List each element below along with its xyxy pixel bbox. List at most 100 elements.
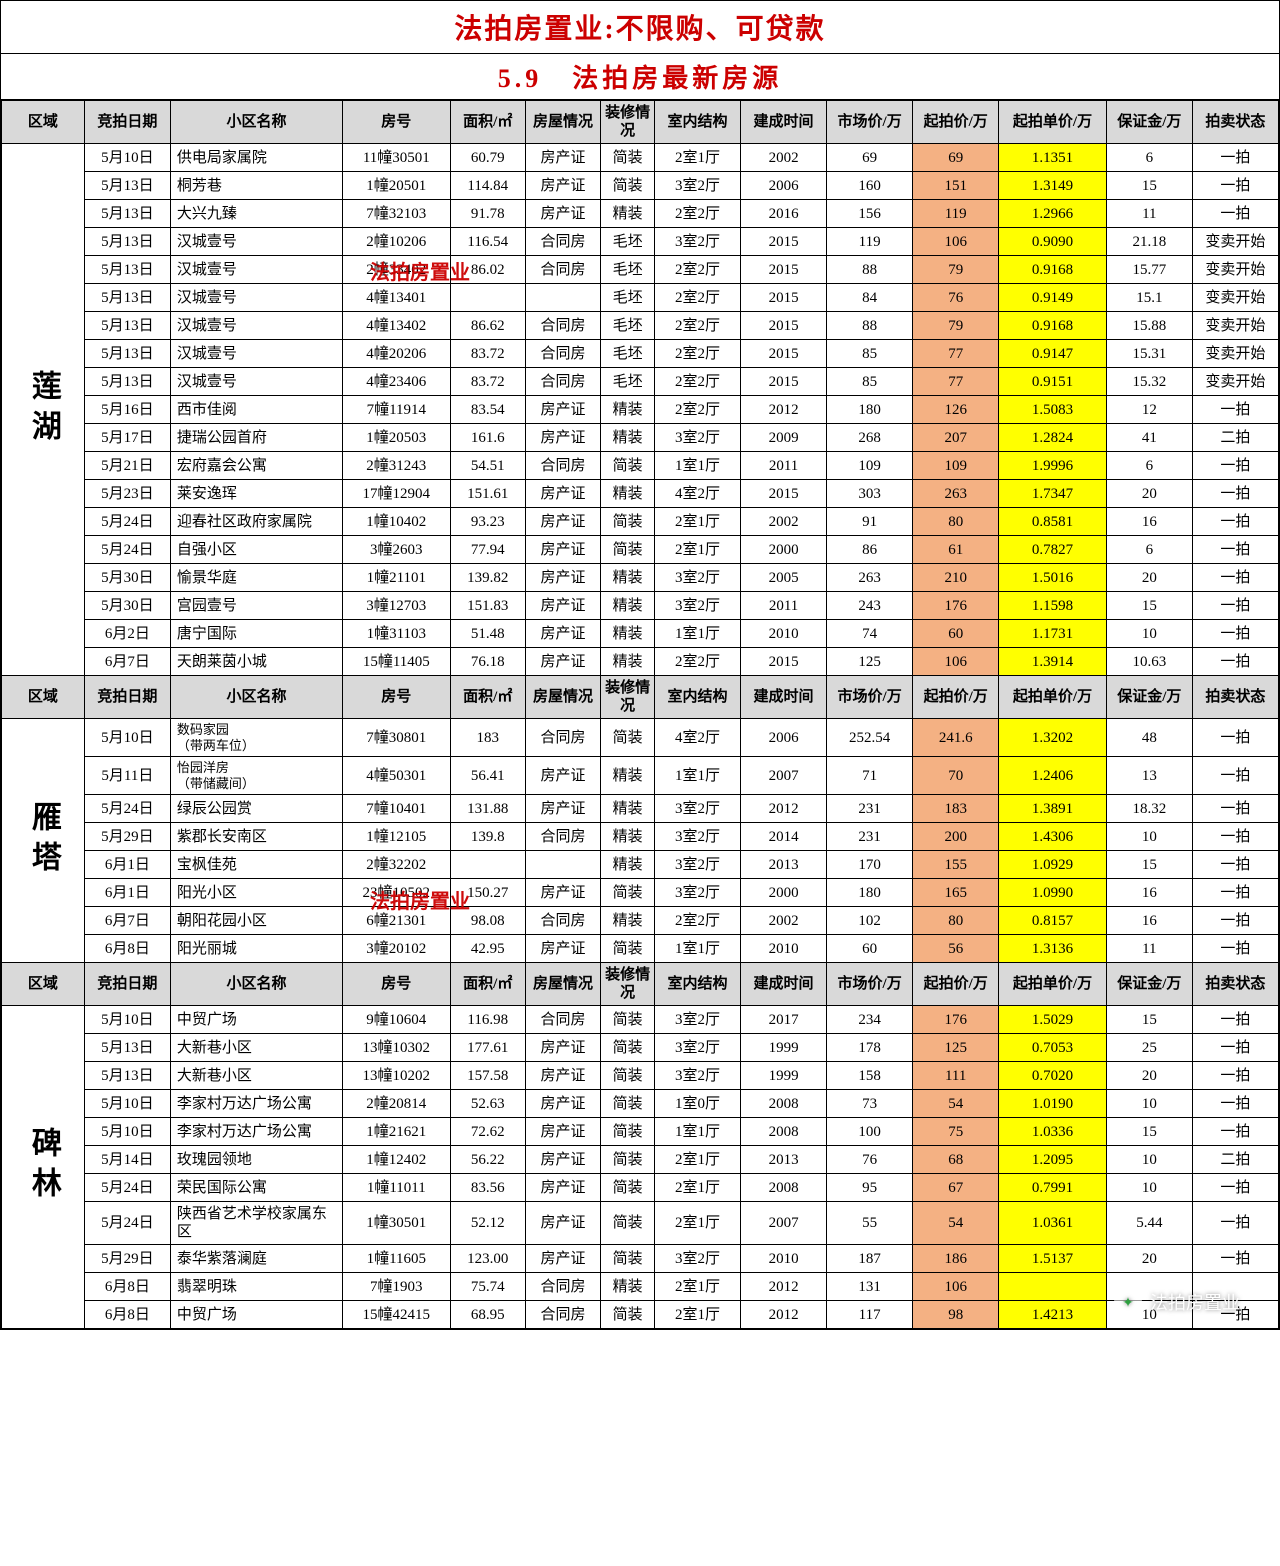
cell-start: 61 [913, 536, 999, 564]
cell-market: 60 [827, 935, 913, 963]
cell-status: 一拍 [1192, 564, 1278, 592]
cell-decor: 精装 [601, 564, 655, 592]
cell-deposit: 21.18 [1106, 228, 1192, 256]
cell-deposit: 15.31 [1106, 340, 1192, 368]
cell-decor: 精装 [601, 648, 655, 676]
col-deposit: 保证金/万 [1106, 101, 1192, 144]
cell-community: 大新巷小区 [170, 1034, 342, 1062]
table-row: 5月17日捷瑞公园首府1幢20503161.6房产证精装3室2厅20092682… [2, 424, 1279, 452]
cell-community: 阳光小区 [170, 879, 342, 907]
cell-start: 69 [913, 144, 999, 172]
cell-built: 2012 [741, 396, 827, 424]
cell-layout: 3室2厅 [654, 1245, 740, 1273]
cell-date: 5月24日 [84, 1202, 170, 1245]
table-row: 5月13日汉城壹号4幢13401毛坯2室2厅201584760.914915.1… [2, 284, 1279, 312]
cell-start: 75 [913, 1118, 999, 1146]
cell-area: 56.22 [450, 1146, 525, 1174]
cell-deposit: 20 [1106, 564, 1192, 592]
cell-community: 翡翠明珠 [170, 1273, 342, 1301]
cell-date: 6月8日 [84, 935, 170, 963]
cell-layout: 1室1厅 [654, 935, 740, 963]
col-layout: 室内结构 [654, 676, 740, 719]
cell-decor: 精装 [601, 851, 655, 879]
cell-status: 一拍 [1192, 1006, 1278, 1034]
cell-roomno: 1幢20503 [343, 424, 451, 452]
cell-house_status: 合同房 [525, 1273, 600, 1301]
cell-community: 紫郡长安南区 [170, 823, 342, 851]
cell-status: 变卖开始 [1192, 228, 1278, 256]
cell-start: 109 [913, 452, 999, 480]
cell-built: 2012 [741, 1273, 827, 1301]
cell-status: 二拍 [1192, 424, 1278, 452]
cell-layout: 3室2厅 [654, 564, 740, 592]
cell-roomno: 3幢12703 [343, 592, 451, 620]
cell-built: 1999 [741, 1062, 827, 1090]
cell-deposit: 15 [1106, 1118, 1192, 1146]
cell-unit: 1.0336 [999, 1118, 1107, 1146]
cell-layout: 2室1厅 [654, 536, 740, 564]
cell-community: 宫园壹号 [170, 592, 342, 620]
cell-roomno: 15幢42415 [343, 1301, 451, 1329]
cell-start: 207 [913, 424, 999, 452]
cell-status: 一拍 [1192, 508, 1278, 536]
cell-area: 93.23 [450, 508, 525, 536]
cell-house_status: 房产证 [525, 757, 600, 795]
cell-unit: 0.7020 [999, 1062, 1107, 1090]
table-row: 5月13日汉城壹号4幢2020683.72合同房毛坯2室2厅201585770.… [2, 340, 1279, 368]
cell-decor: 毛坯 [601, 340, 655, 368]
col-layout: 室内结构 [654, 101, 740, 144]
cell-layout: 1室1厅 [654, 452, 740, 480]
cell-house_status: 房产证 [525, 144, 600, 172]
cell-built: 2008 [741, 1118, 827, 1146]
cell-house_status: 房产证 [525, 480, 600, 508]
cell-built: 2002 [741, 508, 827, 536]
cell-roomno: 23幢10502 [343, 879, 451, 907]
cell-roomno: 1幢31103 [343, 620, 451, 648]
cell-layout: 1室1厅 [654, 1118, 740, 1146]
cell-layout: 4室2厅 [654, 480, 740, 508]
cell-roomno: 1幢21621 [343, 1118, 451, 1146]
cell-house_status: 房产证 [525, 1118, 600, 1146]
cell-community: 天朗莱茵小城 [170, 648, 342, 676]
cell-unit: 1.0361 [999, 1202, 1107, 1245]
footer-text: 法拍房置业 [1150, 1289, 1240, 1315]
table-row: 5月13日汉城壹号4幢2340683.72合同房毛坯2室2厅201585770.… [2, 368, 1279, 396]
cell-unit: 1.4306 [999, 823, 1107, 851]
cell-start: 70 [913, 757, 999, 795]
cell-market: 158 [827, 1062, 913, 1090]
cell-deposit: 12 [1106, 396, 1192, 424]
cell-deposit: 11 [1106, 200, 1192, 228]
cell-area: 56.41 [450, 757, 525, 795]
cell-start: 183 [913, 795, 999, 823]
col-roomno: 房号 [343, 676, 451, 719]
col-date: 竞拍日期 [84, 676, 170, 719]
cell-house_status: 合同房 [525, 312, 600, 340]
cell-house_status: 房产证 [525, 620, 600, 648]
cell-area: 60.79 [450, 144, 525, 172]
cell-deposit: 13 [1106, 757, 1192, 795]
cell-unit: 0.9147 [999, 340, 1107, 368]
cell-roomno: 1幢21101 [343, 564, 451, 592]
cell-roomno: 7幢32103 [343, 200, 451, 228]
cell-built: 2005 [741, 564, 827, 592]
cell-status: 一拍 [1192, 851, 1278, 879]
cell-house_status: 房产证 [525, 1202, 600, 1245]
cell-start: 119 [913, 200, 999, 228]
table-row: 6月7日天朗莱茵小城15幢1140576.18房产证精装2室2厅20151251… [2, 648, 1279, 676]
table-row: 5月11日怡园洋房（带储藏间）4幢5030156.41房产证精装1室1厅2007… [2, 757, 1279, 795]
cell-market: 178 [827, 1034, 913, 1062]
cell-area: 139.8 [450, 823, 525, 851]
cell-layout: 1室0厅 [654, 1090, 740, 1118]
cell-unit: 1.7347 [999, 480, 1107, 508]
cell-market: 187 [827, 1245, 913, 1273]
cell-status: 一拍 [1192, 200, 1278, 228]
cell-roomno: 1幢11011 [343, 1174, 451, 1202]
col-unit: 起拍单价/万 [999, 101, 1107, 144]
cell-decor: 简装 [601, 172, 655, 200]
cell-status: 一拍 [1192, 480, 1278, 508]
cell-status: 一拍 [1192, 620, 1278, 648]
cell-decor: 简装 [601, 1174, 655, 1202]
cell-house_status [525, 284, 600, 312]
table-row: 5月24日迎春社区政府家属院1幢1040293.23房产证简装2室1厅20029… [2, 508, 1279, 536]
cell-date: 5月17日 [84, 424, 170, 452]
